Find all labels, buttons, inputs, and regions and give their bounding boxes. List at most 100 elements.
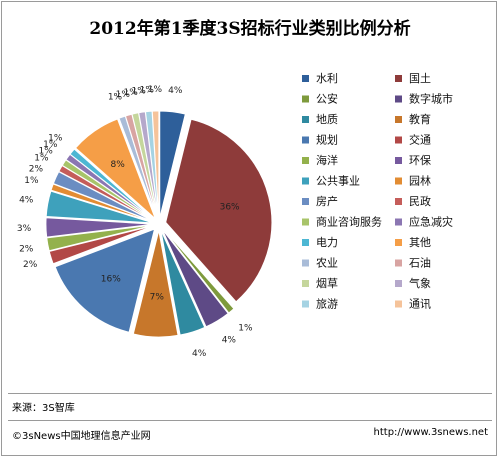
legend-swatch-4	[302, 116, 309, 123]
legend-swatch-7	[395, 136, 402, 144]
legend-label-20: 烟草	[316, 276, 338, 290]
slice-label-22: 1%	[140, 86, 155, 96]
legend-label-5: 教育	[409, 112, 431, 126]
legend-label-16: 电力	[316, 236, 338, 249]
slice-label-8: 2%	[19, 244, 34, 254]
slice-label-18: 1%	[108, 92, 123, 102]
slice-label-7: 2%	[23, 260, 38, 270]
pie-chart: 4%36%1%4%4%7%16%2%2%3%4%1%2%1%1%1%1%8%1%…	[17, 72, 453, 359]
pie-slice-22	[145, 110, 159, 218]
legend-swatch-1	[395, 75, 402, 82]
pie-slice-0	[159, 110, 186, 218]
slice-label-6: 16%	[101, 274, 121, 284]
legend-swatch-18	[302, 259, 309, 267]
chart-title: 2012年第1季度3S招标行业类别比例分析	[89, 19, 411, 39]
legend-swatch-23	[395, 300, 402, 308]
pie-slice-8	[46, 224, 153, 252]
pie-slice-13	[58, 165, 154, 221]
legend-swatch-11	[395, 177, 402, 185]
pie-slice-2	[163, 229, 235, 314]
legend-swatch-2	[302, 95, 309, 103]
legend-label-7: 交通	[409, 133, 431, 147]
legend-swatch-19	[395, 259, 402, 267]
pie-slice-21	[138, 111, 159, 218]
slice-label-2: 1%	[238, 324, 253, 334]
legend-label-14: 商业咨询服务	[316, 215, 382, 229]
legend-swatch-17	[395, 239, 402, 246]
legend-label-12: 房产	[316, 194, 338, 208]
pie-slice-10	[45, 190, 153, 224]
legend-label-22: 旅游	[316, 297, 338, 311]
legend-label-11: 园林	[409, 174, 431, 188]
legend-label-21: 气象	[409, 276, 431, 290]
slice-label-5: 7%	[150, 293, 165, 303]
legend-label-1: 国土	[409, 72, 431, 85]
pie-slice-6	[54, 228, 155, 333]
legend-swatch-5	[395, 116, 402, 123]
legend-swatch-21	[395, 280, 402, 287]
legend-label-4: 地质	[316, 113, 338, 126]
pie-slice-17	[75, 118, 156, 219]
slice-label-0: 4%	[168, 86, 183, 96]
pie-slice-15	[65, 153, 154, 221]
legend-label-18: 农业	[316, 256, 338, 270]
pie-slice-20	[131, 112, 158, 218]
legend-label-8: 海洋	[316, 153, 338, 167]
legend-swatch-10	[302, 177, 309, 185]
pie-slice-3	[162, 229, 229, 328]
legend-swatch-0	[302, 75, 309, 82]
legend-swatch-8	[302, 157, 309, 164]
pie-slice-11	[50, 183, 153, 223]
slice-label-23: 1%	[148, 85, 163, 95]
legend-label-17: 其他	[409, 236, 431, 249]
slice-label-3: 4%	[222, 336, 237, 346]
slice-label-13: 1%	[34, 154, 49, 164]
pie-slice-19	[125, 113, 158, 218]
legend-swatch-9	[395, 157, 402, 164]
slice-label-11: 1%	[24, 176, 39, 186]
slice-label-19: 1%	[116, 90, 131, 100]
pie-labels: 4%36%1%4%4%7%16%2%2%3%4%1%2%1%1%1%1%8%1%…	[17, 85, 253, 359]
pie-slice-4	[160, 230, 206, 336]
legend-swatch-12	[302, 198, 309, 205]
source-note: 来源：3S智库	[12, 403, 75, 414]
slice-label-12: 2%	[29, 165, 44, 175]
legend-swatch-3	[395, 95, 402, 103]
pie-slice-7	[48, 225, 153, 265]
legend-swatch-14	[302, 218, 309, 226]
legend-label-13: 民政	[409, 194, 431, 208]
legend-label-19: 石油	[409, 256, 431, 270]
legend-swatch-20	[302, 280, 309, 287]
legend-label-0: 水利	[316, 72, 338, 85]
slice-label-17: 8%	[111, 160, 126, 170]
slice-label-21: 1%	[132, 87, 147, 97]
legend-swatch-15	[395, 218, 402, 226]
footer-url[interactable]: http://www.3snews.net	[373, 427, 488, 438]
legend-label-6: 规划	[316, 133, 338, 147]
legend-label-2: 公安	[316, 92, 338, 106]
slice-label-1: 36%	[220, 203, 240, 213]
divider	[8, 393, 492, 394]
slice-label-15: 1%	[43, 140, 58, 150]
pie-slice-14	[61, 159, 154, 221]
legend-swatch-13	[395, 198, 402, 205]
legend-label-9: 环保	[409, 153, 431, 167]
pie-slice-12	[52, 171, 153, 222]
pie-slice-5	[132, 230, 179, 338]
legend-label-23: 通讯	[409, 298, 431, 311]
legend-label-15: 应急减灾	[409, 215, 453, 229]
pie-slice-16	[69, 148, 154, 220]
divider	[8, 420, 492, 421]
pie-slice-23	[151, 110, 160, 218]
pie-slice-1	[165, 118, 273, 303]
legend-swatch-22	[302, 300, 309, 308]
pie-slice-9	[45, 217, 153, 238]
slice-label-9: 3%	[17, 224, 32, 234]
slice-label-16: 1%	[48, 134, 63, 144]
slice-label-20: 1%	[124, 88, 139, 98]
slice-label-14: 1%	[38, 147, 53, 157]
slice-label-10: 4%	[19, 196, 34, 206]
footer-copyright: ©3sNews中国地理信息产业网	[12, 431, 151, 442]
